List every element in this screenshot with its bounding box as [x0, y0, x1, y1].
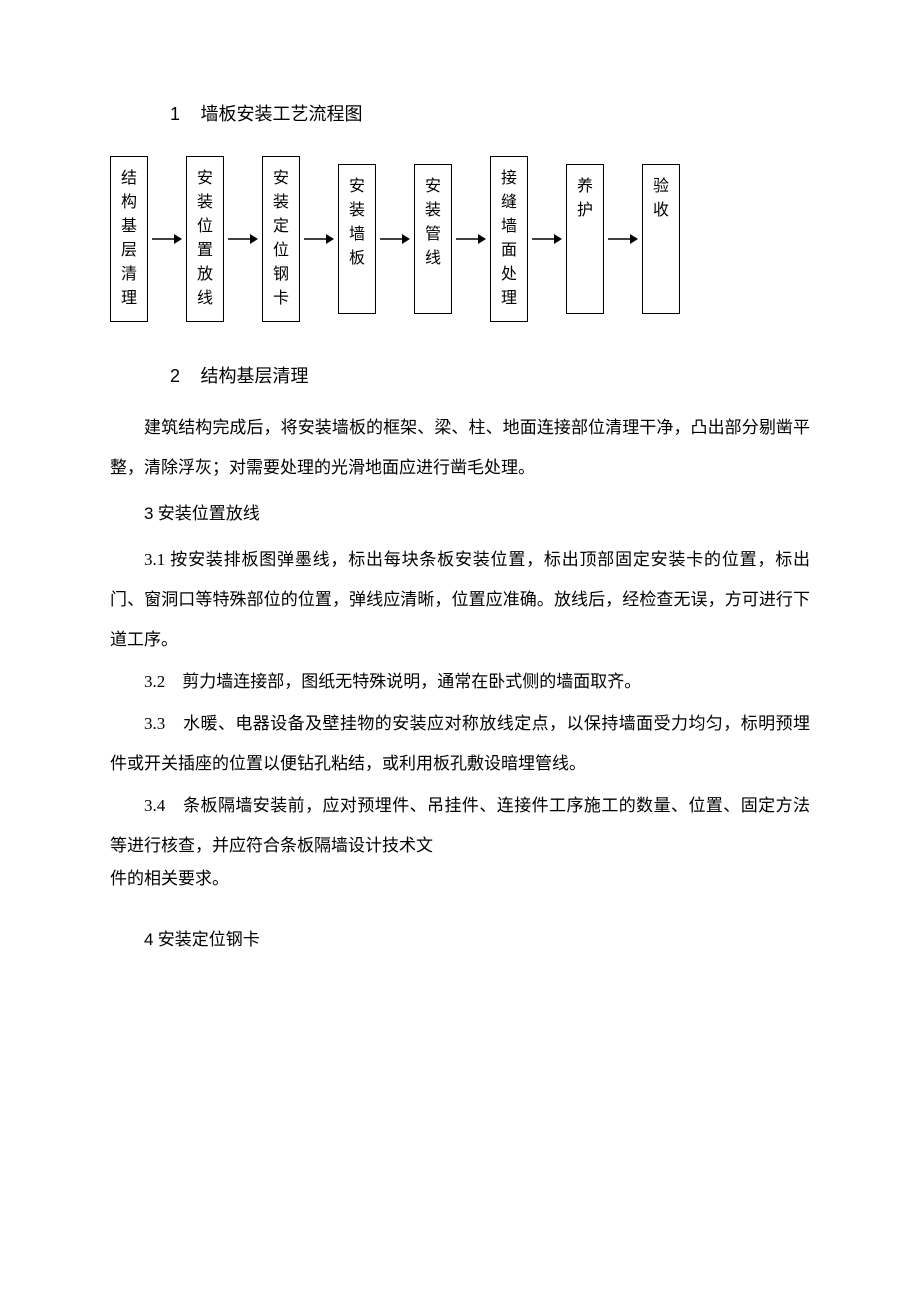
section-4-title: 安装定位钢卡	[158, 930, 260, 949]
para-3-4a: 3.4 条板隔墙安装前，应对预埋件、吊挂件、连接件工序施工的数量、位置、固定方法…	[110, 786, 810, 866]
section-1-title: 墙板安装工艺流程图	[201, 104, 363, 124]
section-2-num: 2	[170, 366, 180, 386]
section-1-heading: 1 墙板安装工艺流程图	[170, 100, 810, 126]
section-2-body: 建筑结构完成后，将安装墙板的框架、梁、柱、地面连接部位清理干净，凸出部分剔凿平整…	[110, 408, 810, 488]
flow-arrow-icon	[300, 233, 338, 245]
flow-arrow-icon	[452, 233, 490, 245]
flow-node: 安装位置放线	[186, 156, 224, 322]
para-3-4b: 件的相关要求。	[110, 864, 810, 894]
section-2-heading: 2 结构基层清理	[170, 362, 810, 388]
flow-arrow-icon	[604, 233, 642, 245]
section-2-title: 结构基层清理	[201, 366, 309, 386]
flow-arrow-icon	[528, 233, 566, 245]
flow-node: 养 护	[566, 164, 604, 314]
section-1-num: 1	[170, 104, 180, 124]
flowchart: 结构基层清理安装位置放线安装定位钢卡安装墙板安装管线接缝墙面处理养 护验 收	[110, 156, 810, 322]
flow-arrow-icon	[376, 233, 414, 245]
flow-node: 验 收	[642, 164, 680, 314]
flow-node: 结构基层清理	[110, 156, 148, 322]
document-page: 1 墙板安装工艺流程图 结构基层清理安装位置放线安装定位钢卡安装墙板安装管线接缝…	[0, 0, 920, 1026]
section-4-heading: 4 安装定位钢卡	[110, 920, 810, 960]
flow-node: 安装定位钢卡	[262, 156, 300, 322]
para-3-2: 3.2 剪力墙连接部，图纸无特殊说明，通常在卧式侧的墙面取齐。	[110, 662, 810, 702]
section-3-num: 3	[144, 504, 153, 523]
flow-node: 安装墙板	[338, 164, 376, 314]
section-3-title: 安装位置放线	[158, 504, 260, 523]
para-3-1: 3.1 按安装排板图弹墨线，标出每块条板安装位置，标出顶部固定安装卡的位置，标出…	[110, 540, 810, 660]
section-4-num: 4	[144, 930, 153, 949]
flow-node: 安装管线	[414, 164, 452, 314]
flow-arrow-icon	[224, 233, 262, 245]
section-3-heading: 3 安装位置放线	[110, 494, 810, 534]
flow-arrow-icon	[148, 233, 186, 245]
para-3-3: 3.3 水暖、电器设备及壁挂物的安装应对称放线定点，以保持墙面受力均匀，标明预埋…	[110, 704, 810, 784]
flow-node: 接缝墙面处理	[490, 156, 528, 322]
